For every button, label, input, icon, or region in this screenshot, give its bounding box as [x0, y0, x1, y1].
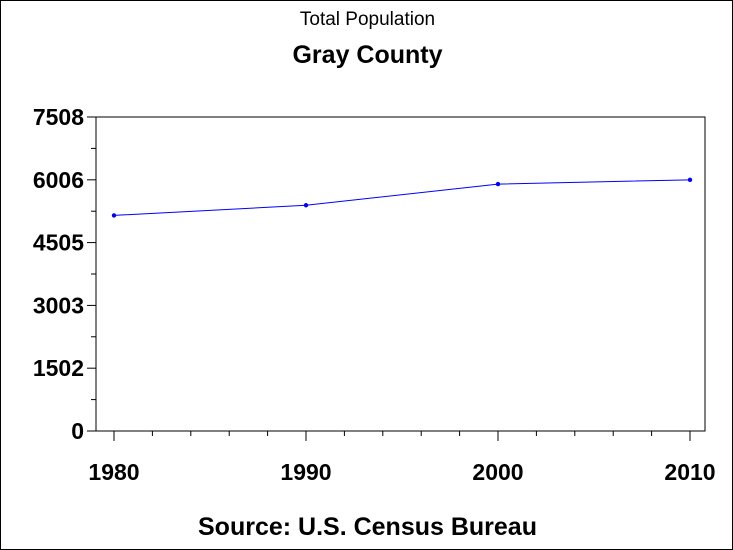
plot-frame [95, 116, 706, 432]
y-tick-label: 0 [71, 418, 84, 444]
y-tick-label: 3003 [33, 292, 84, 318]
x-tick-label: 1990 [280, 459, 331, 485]
data-point [111, 213, 117, 218]
chart-subtitle: Total Population [299, 9, 436, 30]
chart-title: Gray County [292, 41, 443, 69]
x-tick-label: 2000 [472, 459, 523, 485]
population-line [113, 179, 691, 216]
data-point [495, 181, 501, 187]
data-point [303, 203, 309, 208]
x-tick-label: 1980 [88, 459, 139, 485]
data-point [687, 177, 693, 183]
y-tick-label: 6006 [33, 167, 84, 193]
chart-source: Source: U.S. Census Bureau [198, 513, 537, 541]
y-tick-label: 4505 [33, 230, 84, 256]
x-tick-label: 2010 [664, 459, 715, 485]
y-tick-label: 1502 [33, 355, 84, 381]
y-tick-label: 7508 [33, 104, 84, 130]
